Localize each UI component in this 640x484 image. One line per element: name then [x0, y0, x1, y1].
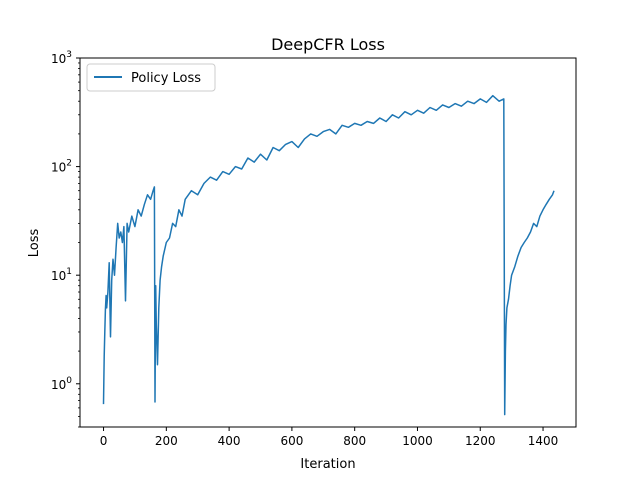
y-tick-label: 101 [51, 267, 72, 283]
chart-title: DeepCFR Loss [271, 35, 385, 54]
x-tick-label: 400 [218, 434, 241, 448]
x-tick-label: 1200 [465, 434, 496, 448]
x-axis: 0 200 400 600 800 1000 1200 1400 [100, 427, 559, 448]
plot-area [102, 94, 555, 416]
series-layer [102, 94, 555, 416]
y-axis-label: Loss [27, 229, 42, 258]
x-axis-label: Iteration [300, 457, 355, 472]
y-tick-label: 102 [51, 159, 72, 175]
series-line-0 [102, 94, 555, 416]
y-tick-label: 103 [51, 50, 72, 66]
legend: Policy Loss [86, 63, 216, 92]
y-axis: 100 101 102 103 [51, 50, 80, 428]
legend-box [86, 63, 216, 92]
legend-label: Policy Loss [131, 71, 201, 86]
x-tick-label: 1000 [402, 434, 433, 448]
x-tick-label: 200 [155, 434, 178, 448]
x-tick-label: 0 [100, 434, 108, 448]
x-tick-label: 800 [343, 434, 366, 448]
x-tick-label: 600 [280, 434, 303, 448]
y-tick-label: 100 [51, 376, 72, 392]
x-tick-label: 1400 [528, 434, 559, 448]
plot-frame [79, 57, 577, 428]
